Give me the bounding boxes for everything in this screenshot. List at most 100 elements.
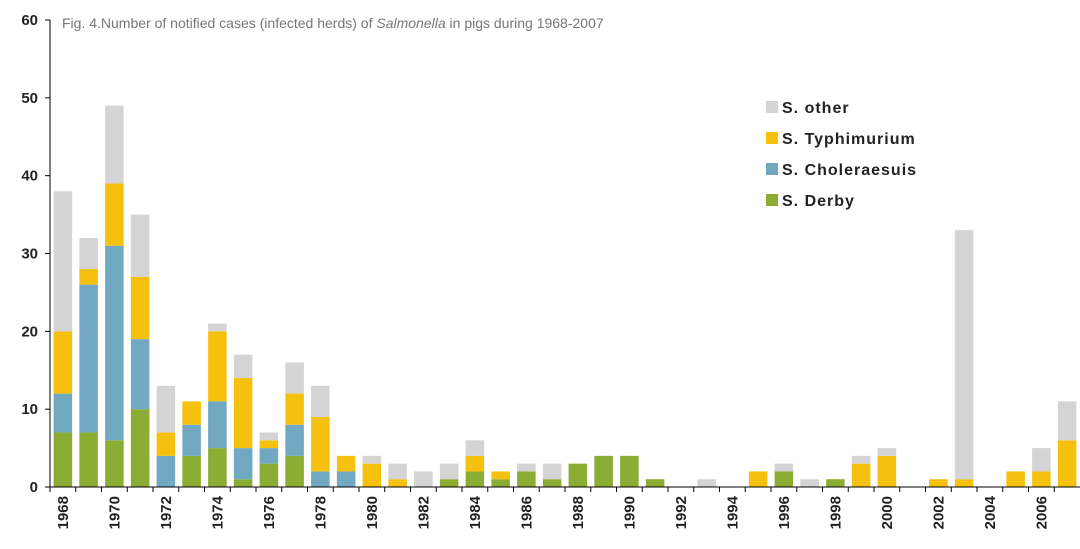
bar-segment — [259, 463, 279, 487]
legend-swatch — [766, 163, 778, 175]
bar-segment — [362, 463, 382, 487]
bar-segment — [285, 393, 304, 425]
bar-segment — [105, 245, 124, 441]
y-tick-label: 10 — [21, 401, 38, 418]
bar-segment — [156, 455, 176, 487]
x-tick-label: 1998 — [827, 496, 844, 529]
title-part: Fig. 4.Number of notified cases (infecte… — [62, 15, 376, 31]
bar-segment — [130, 214, 150, 277]
x-tick-label: 2004 — [982, 495, 999, 529]
x-tick-label: 1980 — [364, 496, 381, 529]
legend-swatch — [766, 194, 778, 206]
bar-segment — [517, 471, 536, 487]
legend-label: S. Derby — [782, 193, 855, 210]
bar-segment — [233, 354, 253, 379]
legend-label: S. other — [782, 100, 850, 117]
bar-segment — [645, 479, 665, 487]
x-tick-label: 1982 — [415, 496, 432, 529]
y-tick-label: 0 — [30, 479, 38, 496]
bar-segment — [465, 471, 485, 487]
bar-segment — [362, 455, 382, 464]
bar-segment — [182, 424, 201, 456]
bar-segment — [285, 362, 304, 394]
bar-segment — [53, 432, 73, 487]
x-tick-label: 1994 — [724, 495, 741, 529]
bar-segment — [259, 448, 279, 464]
y-tick-label: 50 — [21, 90, 38, 107]
bar-segment — [851, 455, 871, 464]
bar-segment — [259, 440, 279, 449]
x-tick-label: 1990 — [621, 496, 638, 529]
bar-segment — [259, 432, 279, 441]
bar-segment — [105, 440, 124, 487]
bar-segment — [826, 479, 845, 487]
bar-segment — [336, 471, 356, 487]
bar-segment — [1057, 440, 1077, 487]
bar-segment — [748, 471, 768, 487]
x-tick-label: 1978 — [312, 496, 329, 529]
x-tick-label: 1992 — [673, 496, 690, 529]
y-tick-label: 20 — [21, 323, 38, 340]
chart-title: Fig. 4.Number of notified cases (infecte… — [62, 15, 604, 31]
bar-segment — [208, 331, 227, 402]
bar-segment — [182, 455, 201, 487]
bar-segment — [208, 323, 227, 332]
bar-segment — [285, 455, 304, 487]
bar-segment — [491, 471, 510, 480]
bar-segment — [542, 463, 562, 480]
legend-swatch — [766, 101, 778, 113]
bar-segment — [130, 409, 150, 487]
bar-segment — [336, 455, 356, 472]
bar-segment — [877, 448, 897, 456]
bar-segment — [233, 378, 253, 449]
bar-segment — [954, 479, 974, 487]
bar-segment — [439, 463, 459, 480]
bar-segment — [53, 393, 73, 433]
bar-segment — [130, 339, 150, 410]
bar-segment — [285, 424, 304, 456]
y-tick-label: 40 — [21, 168, 38, 185]
legend-label: S. Typhimurium — [782, 131, 916, 148]
bar-segment — [388, 479, 407, 487]
y-tick-label: 60 — [21, 12, 38, 29]
x-tick-label: 1968 — [55, 496, 72, 529]
bar-segment — [439, 479, 459, 487]
bar-segment — [568, 463, 588, 487]
bar-segment — [311, 471, 330, 487]
bar-segment — [1057, 401, 1077, 441]
x-tick-label: 1970 — [106, 496, 123, 529]
bar-segment — [414, 471, 433, 487]
bar-segment — [1006, 471, 1025, 487]
bar-segment — [233, 479, 253, 487]
x-tick-label: 2002 — [930, 496, 947, 529]
bar-segment — [182, 401, 201, 425]
bar-segment — [542, 479, 562, 487]
bar-segment — [1032, 471, 1051, 487]
legend-label: S. Choleraesuis — [782, 162, 917, 179]
bar-segment — [491, 479, 510, 487]
bar-segment — [208, 401, 227, 449]
x-tick-label: 1974 — [209, 495, 226, 529]
bar-segment — [954, 230, 974, 480]
x-tick-label: 2006 — [1033, 496, 1050, 529]
y-tick-label: 30 — [21, 246, 38, 263]
bar-segment — [877, 455, 897, 487]
bar-segment — [697, 479, 716, 487]
bar-segment — [311, 385, 330, 417]
bar-segment — [130, 276, 150, 340]
bar-segment — [594, 455, 613, 487]
bar-segment — [105, 183, 124, 246]
bar-segment — [465, 455, 485, 472]
x-tick-label: 1972 — [158, 496, 175, 529]
x-tick-label: 2000 — [879, 496, 896, 529]
x-tick-label: 1976 — [261, 496, 278, 529]
bar-segment — [233, 448, 253, 480]
bar-segment — [53, 191, 73, 332]
bar-segment — [105, 105, 124, 184]
bar-segment — [851, 463, 871, 487]
bar-segment — [388, 463, 407, 480]
bar-segment — [800, 479, 819, 487]
bar-segment — [53, 331, 73, 394]
bar-segment — [517, 463, 536, 472]
x-tick-label: 1988 — [570, 496, 587, 529]
